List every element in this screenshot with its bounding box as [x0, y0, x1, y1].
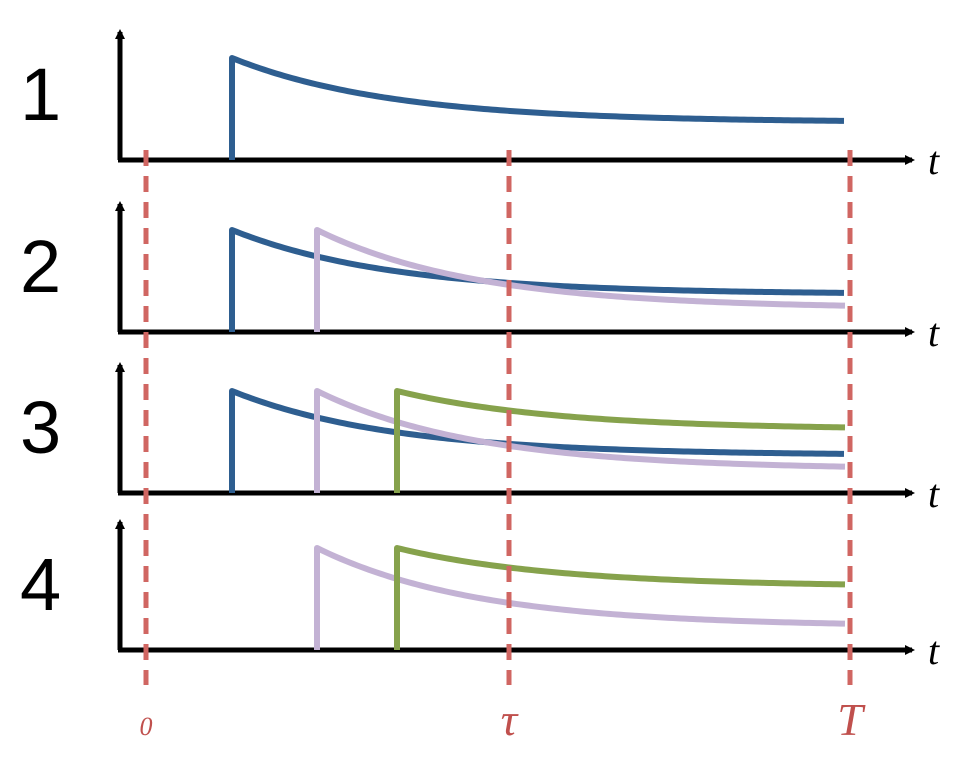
marker-tau: τ	[501, 150, 519, 745]
pulse-lavender-row-3	[314, 388, 846, 493]
t-axis-label-row-1: t	[928, 138, 940, 183]
t-axis-label-row-2: t	[928, 310, 940, 355]
pulse-blue-row-1	[229, 55, 845, 160]
pulse-blue-row-2	[229, 227, 845, 332]
row-label-4: 4	[20, 543, 61, 626]
marker-label-tau: τ	[501, 694, 519, 745]
marker-zero: 0	[140, 150, 153, 741]
row-4: 4t	[20, 519, 940, 673]
row-1: 1t	[20, 29, 940, 183]
t-axis-label-row-4: t	[928, 628, 940, 673]
row-label-2: 2	[20, 225, 61, 308]
marker-T: T	[837, 150, 866, 745]
row-label-1: 1	[20, 53, 61, 136]
row-3: 3t	[20, 362, 940, 516]
row-2: 2t	[20, 201, 940, 355]
row-label-3: 3	[20, 386, 61, 469]
marker-label-T: T	[837, 694, 866, 745]
pulse-blue-row-3	[229, 388, 845, 493]
t-axis-label-row-3: t	[928, 471, 940, 516]
pulse-lavender-row-4	[314, 545, 846, 650]
pulse-green-row-4	[394, 545, 846, 650]
pulse-lavender-row-2	[314, 227, 846, 332]
pulse-green-row-3	[394, 388, 846, 493]
marker-label-zero: 0	[140, 712, 153, 741]
